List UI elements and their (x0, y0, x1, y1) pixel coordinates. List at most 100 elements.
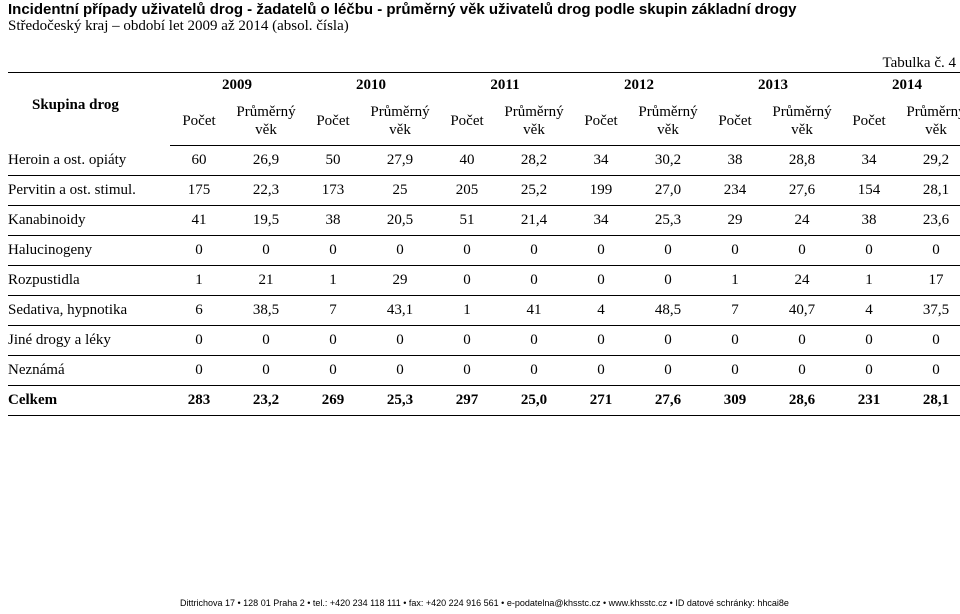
year-header: 2014 (840, 72, 960, 97)
avg-age-column-header: Průměrný věk (228, 97, 304, 146)
count-cell: 0 (572, 355, 630, 386)
total-row: Celkem 283 23,2 269 25,3 297 25,0 271 27,6 309 28,… (8, 385, 960, 416)
count-cell: 0 (572, 325, 630, 356)
count-cell: 41 (170, 205, 228, 236)
count-cell: 0 (840, 325, 898, 356)
count-cell: 0 (572, 235, 630, 266)
count-cell: 0 (706, 235, 764, 266)
count-cell: 0 (572, 265, 630, 296)
year-header: 2012 (572, 72, 706, 97)
avg-age-column-header: Průměrný věk (764, 97, 840, 146)
avg-age-column-header: Průměrný věk (898, 97, 960, 146)
count-column-header: Počet (706, 97, 764, 146)
count-cell: 269 (304, 385, 362, 416)
document-subtitle: Středočeský kraj – období let 2009 až 20… (8, 18, 349, 34)
avg-age-cell: 22,3 (228, 175, 304, 206)
avg-age-cell: 0 (630, 235, 706, 266)
count-cell: 60 (170, 145, 228, 176)
year-header: 2010 (304, 72, 438, 97)
avg-age-cell: 0 (362, 355, 438, 386)
count-cell: 1 (304, 265, 362, 296)
avg-age-cell: 0 (630, 355, 706, 386)
year-header-row: Skupina drog 2009 2010 2011 2012 2013 20… (8, 72, 960, 146)
table-body: Heroin a ost. opiáty 60 26,9 50 27,9 40 28,2 34… (8, 145, 960, 416)
avg-age-cell: 0 (228, 355, 304, 386)
avg-age-cell: 0 (898, 325, 960, 356)
count-cell: 0 (304, 235, 362, 266)
row-label: Heroin a ost. opiáty (8, 145, 170, 176)
avg-age-cell: 37,5 (898, 295, 960, 326)
count-column-header: Počet (170, 97, 228, 146)
row-label: Sedativa, hypnotika (8, 295, 170, 326)
count-cell: 34 (572, 205, 630, 236)
avg-age-cell: 27,9 (362, 145, 438, 176)
avg-age-cell: 26,9 (228, 145, 304, 176)
avg-age-cell: 0 (362, 325, 438, 356)
avg-age-cell: 0 (228, 325, 304, 356)
avg-age-cell: 27,6 (764, 175, 840, 206)
avg-age-cell: 28,2 (496, 145, 572, 176)
row-label: Neznámá (8, 355, 170, 386)
count-column-header: Počet (572, 97, 630, 146)
count-cell: 1 (706, 265, 764, 296)
sub-header-row: Počet Průměrný věk Počet Průměrný věk Počet P… (8, 97, 960, 146)
table-row: Neznámá 0 0 0 0 0 0 0 0 0 0 0 0 (8, 355, 960, 386)
avg-age-cell: 28,6 (764, 385, 840, 416)
avg-age-cell: 25,2 (496, 175, 572, 206)
avg-age-cell: 21 (228, 265, 304, 296)
avg-age-cell: 0 (898, 235, 960, 266)
count-cell: 1 (438, 295, 496, 326)
avg-age-cell: 24 (764, 205, 840, 236)
count-cell: 0 (840, 235, 898, 266)
avg-age-column-header: Průměrný věk (630, 97, 706, 146)
avg-age-cell: 0 (764, 325, 840, 356)
count-cell: 0 (170, 325, 228, 356)
avg-age-column-header: Průměrný věk (362, 97, 438, 146)
count-cell: 0 (304, 325, 362, 356)
avg-age-cell: 0 (496, 325, 572, 356)
year-header: 2011 (438, 72, 572, 97)
table-row: Pervitin a ost. stimul. 175 22,3 173 25 205 25… (8, 175, 960, 206)
count-cell: 0 (438, 265, 496, 296)
year-header: 2009 (170, 72, 304, 97)
count-column-header: Počet (438, 97, 496, 146)
count-cell: 34 (572, 145, 630, 176)
avg-age-cell: 0 (496, 355, 572, 386)
avg-age-cell: 38,5 (228, 295, 304, 326)
avg-age-cell: 43,1 (362, 295, 438, 326)
avg-age-cell: 27,0 (630, 175, 706, 206)
count-cell: 0 (706, 355, 764, 386)
avg-age-cell: 24 (764, 265, 840, 296)
avg-age-cell: 0 (630, 265, 706, 296)
avg-age-cell: 25,3 (630, 205, 706, 236)
table-row: Heroin a ost. opiáty 60 26,9 50 27,9 40 28,2 34… (8, 145, 960, 176)
avg-age-cell: 0 (228, 235, 304, 266)
count-cell: 0 (170, 355, 228, 386)
count-cell: 38 (840, 205, 898, 236)
footer-contact: Dittrichova 17 • 128 01 Praha 2 • tel.: … (180, 598, 789, 608)
row-label: Kanabinoidy (8, 205, 170, 236)
count-cell: 4 (840, 295, 898, 326)
avg-age-cell: 17 (898, 265, 960, 296)
avg-age-cell: 0 (496, 265, 572, 296)
document-title: Incidentní případy uživatelů drog - žada… (8, 1, 797, 18)
group-column-header: Skupina drog (8, 72, 170, 146)
avg-age-cell: 27,6 (630, 385, 706, 416)
count-cell: 0 (438, 325, 496, 356)
avg-age-column-header: Průměrný věk (496, 97, 572, 146)
avg-age-cell: 25,3 (362, 385, 438, 416)
avg-age-cell: 48,5 (630, 295, 706, 326)
count-cell: 309 (706, 385, 764, 416)
count-cell: 234 (706, 175, 764, 206)
avg-age-cell: 41 (496, 295, 572, 326)
avg-age-cell: 0 (898, 355, 960, 386)
avg-age-cell: 21,4 (496, 205, 572, 236)
count-cell: 50 (304, 145, 362, 176)
count-cell: 205 (438, 175, 496, 206)
avg-age-cell: 40,7 (764, 295, 840, 326)
avg-age-cell: 23,6 (898, 205, 960, 236)
avg-age-cell: 23,2 (228, 385, 304, 416)
count-cell: 34 (840, 145, 898, 176)
count-cell: 40 (438, 145, 496, 176)
avg-age-cell: 0 (630, 325, 706, 356)
